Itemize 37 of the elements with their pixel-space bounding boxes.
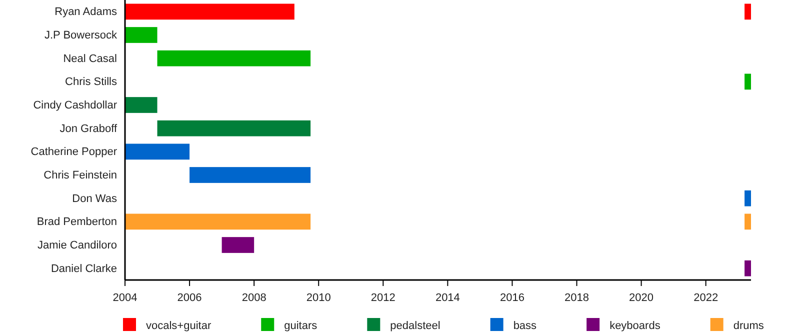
y-tick-label: Daniel Clarke: [50, 262, 117, 275]
x-tick-label: 2012: [370, 292, 396, 304]
bar: [157, 50, 311, 66]
y-tick-label: Don Was: [72, 192, 118, 205]
x-tick-label: 2010: [306, 292, 331, 304]
bar: [125, 97, 158, 113]
bar: [190, 167, 311, 183]
x-tick-label: 2022: [694, 292, 718, 304]
bar: [125, 214, 311, 230]
legend-label: keyboards: [610, 320, 661, 332]
x-tick-label: 2006: [177, 292, 202, 304]
bar: [125, 27, 158, 43]
legend-label: bass: [513, 320, 538, 332]
y-tick-label: Chris Feinstein: [44, 170, 117, 182]
y-tick-label: Catherine Popper: [30, 146, 118, 158]
x-tick-label: 2008: [242, 292, 266, 304]
legend-label: guitars: [284, 320, 318, 332]
bar: [157, 120, 311, 136]
x-tick-label: 2016: [500, 292, 524, 304]
y-tick-label: Neal Casal: [63, 52, 117, 65]
legend-label: drums: [733, 320, 764, 332]
legend-label: pedalsteel: [390, 320, 440, 332]
y-tick-label: Ryan Adams: [54, 6, 118, 18]
x-tick-label: 2020: [629, 292, 654, 304]
y-tick-label: J.P Bowersock: [44, 30, 118, 42]
bar: [222, 237, 254, 253]
legend-label: vocals+guitar: [146, 320, 212, 332]
bar: [125, 4, 294, 20]
x-tick-label: 2004: [112, 292, 138, 304]
y-tick-label: Chris Stills: [65, 76, 118, 88]
x-tick-label: 2018: [564, 292, 589, 304]
y-tick-label: Cindy Cashdollar: [33, 100, 118, 112]
y-tick-label: Jamie Candiloro: [38, 240, 117, 252]
bar: [125, 144, 190, 160]
x-tick-label: 2014: [435, 292, 460, 304]
y-tick-label: Jon Graboff: [60, 122, 118, 135]
y-tick-label: Brad Pemberton: [36, 216, 117, 228]
